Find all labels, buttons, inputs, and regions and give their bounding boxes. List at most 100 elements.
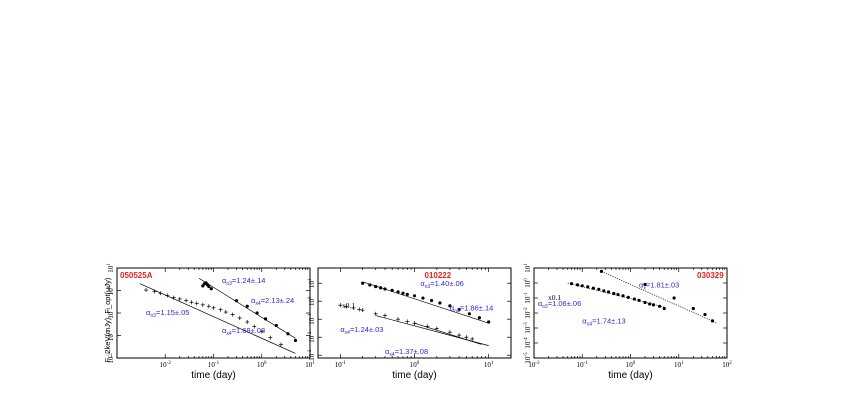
- data-point: [606, 290, 611, 294]
- data-point: [201, 284, 205, 288]
- data-point: [569, 282, 574, 286]
- panel-title: 030329: [697, 271, 724, 280]
- data-point: [662, 306, 666, 311]
- data-point: [379, 286, 383, 290]
- y-axis-title: F_2keV(mJy), F_opt(μJy): [103, 277, 112, 362]
- data-point: [401, 291, 405, 295]
- slope-annotation: αo4=1.86±.14: [450, 304, 493, 315]
- y-tick-label: 101: [107, 263, 115, 273]
- data-point: [672, 296, 676, 300]
- slope-annotation: αx4=1.37±.08: [385, 347, 428, 358]
- data-point: [390, 288, 394, 292]
- x-tick-label: 10-2: [528, 361, 540, 369]
- data-point: [612, 291, 616, 296]
- y-tick-label: 10-1: [308, 313, 316, 325]
- panel-030329: 10-2 10-1 100 101 102 10-5 10-4 10-3 10-2 10-1 100…: [524, 263, 732, 381]
- data-point: [361, 281, 365, 285]
- data-point: [643, 300, 647, 305]
- x-tick-label: 100: [626, 361, 636, 369]
- fit-line: [414, 322, 482, 345]
- data-point: [632, 297, 636, 301]
- data-point: [293, 338, 298, 343]
- data-point: [263, 317, 268, 321]
- x-tick-label: 102: [722, 361, 732, 369]
- data-point: [274, 323, 278, 328]
- panel-title: 050525A: [120, 271, 153, 280]
- y-tick-label: 10-3: [524, 322, 532, 334]
- data-point: [703, 312, 707, 317]
- slope-annotation: αo3=1.24±.14: [222, 276, 265, 287]
- y-tick-label: 10-4: [524, 337, 532, 349]
- data-point: [457, 307, 461, 312]
- data-point: [368, 283, 372, 287]
- data-point: [477, 316, 482, 320]
- data-point: [621, 294, 625, 298]
- slope-annotation: αx4=1.24±.03: [340, 325, 383, 336]
- slope-annotation: αo3=1.15±.05: [146, 308, 189, 319]
- y-tick-label: 101: [308, 278, 316, 288]
- data-point: [383, 287, 387, 291]
- slope-annotation: αx=1.81±.03: [639, 281, 679, 292]
- data-point: [637, 298, 641, 302]
- data-point: [657, 304, 662, 308]
- y-tick-label: 10-5: [524, 352, 532, 364]
- data-point: [448, 304, 452, 308]
- slope-annotation: αo3=1.40±.06: [420, 279, 463, 290]
- slope-annotation: αo3=1.06±.06: [538, 299, 581, 310]
- x-axis-title: time (day): [392, 370, 436, 381]
- x-tick-label: 101: [484, 361, 494, 369]
- data-point: [626, 295, 630, 299]
- data-point: [421, 296, 425, 300]
- data-point: [651, 303, 656, 307]
- data-point: [648, 302, 652, 306]
- slope-annotation: αo4=1.74±.13: [582, 316, 625, 327]
- data-point: [599, 269, 604, 273]
- data-point: [255, 311, 259, 315]
- x-tick-label: 10-2: [160, 361, 172, 369]
- data-point: [405, 292, 409, 296]
- data-point: [429, 298, 434, 303]
- fit-line: [139, 283, 296, 354]
- x-axis-title: time (day): [191, 370, 235, 381]
- data-point: [412, 294, 417, 298]
- fit-line: [198, 277, 296, 339]
- y-tick-label: 101: [524, 263, 532, 273]
- data-point: [602, 289, 606, 293]
- data-point: [207, 284, 211, 289]
- data-point: [710, 319, 715, 323]
- x-tick-label: 100: [257, 361, 267, 369]
- scale-note: x0.1: [342, 301, 355, 310]
- y-tick-label: 100: [107, 285, 115, 295]
- data-point: [467, 312, 472, 316]
- panel-title: 010222: [425, 271, 452, 280]
- slope-annotation: αx4=1.68±.08: [222, 326, 265, 337]
- x-tick-label: 10-1: [208, 361, 220, 369]
- data-point: [374, 284, 378, 289]
- data-point: [597, 287, 601, 291]
- y-tick-label: 100: [308, 296, 316, 306]
- plot-frame: [533, 267, 728, 359]
- data-point: [616, 292, 620, 297]
- y-tick-label: 10-2: [308, 331, 316, 343]
- plot-frame: [317, 267, 512, 359]
- data-point: [691, 306, 695, 311]
- data-point: [643, 282, 647, 287]
- scale-note: x0.1: [548, 293, 561, 302]
- data-point: [487, 320, 491, 324]
- y-tick-label: 100: [524, 278, 532, 288]
- x-axis-title: time (day): [608, 370, 652, 381]
- x-tick-label: 100: [410, 361, 420, 369]
- data-point: [575, 283, 580, 287]
- x-tick-label: 101: [305, 361, 315, 369]
- y-tick-label: 10-2: [107, 329, 115, 341]
- data-point: [396, 290, 400, 294]
- x-tick-label: 10-1: [577, 361, 589, 369]
- data-point: [209, 287, 213, 291]
- y-tick-label: 10-3: [308, 349, 316, 361]
- data-point: [438, 301, 442, 305]
- data-point: [580, 284, 584, 288]
- y-tick-label: 10-2: [524, 307, 532, 319]
